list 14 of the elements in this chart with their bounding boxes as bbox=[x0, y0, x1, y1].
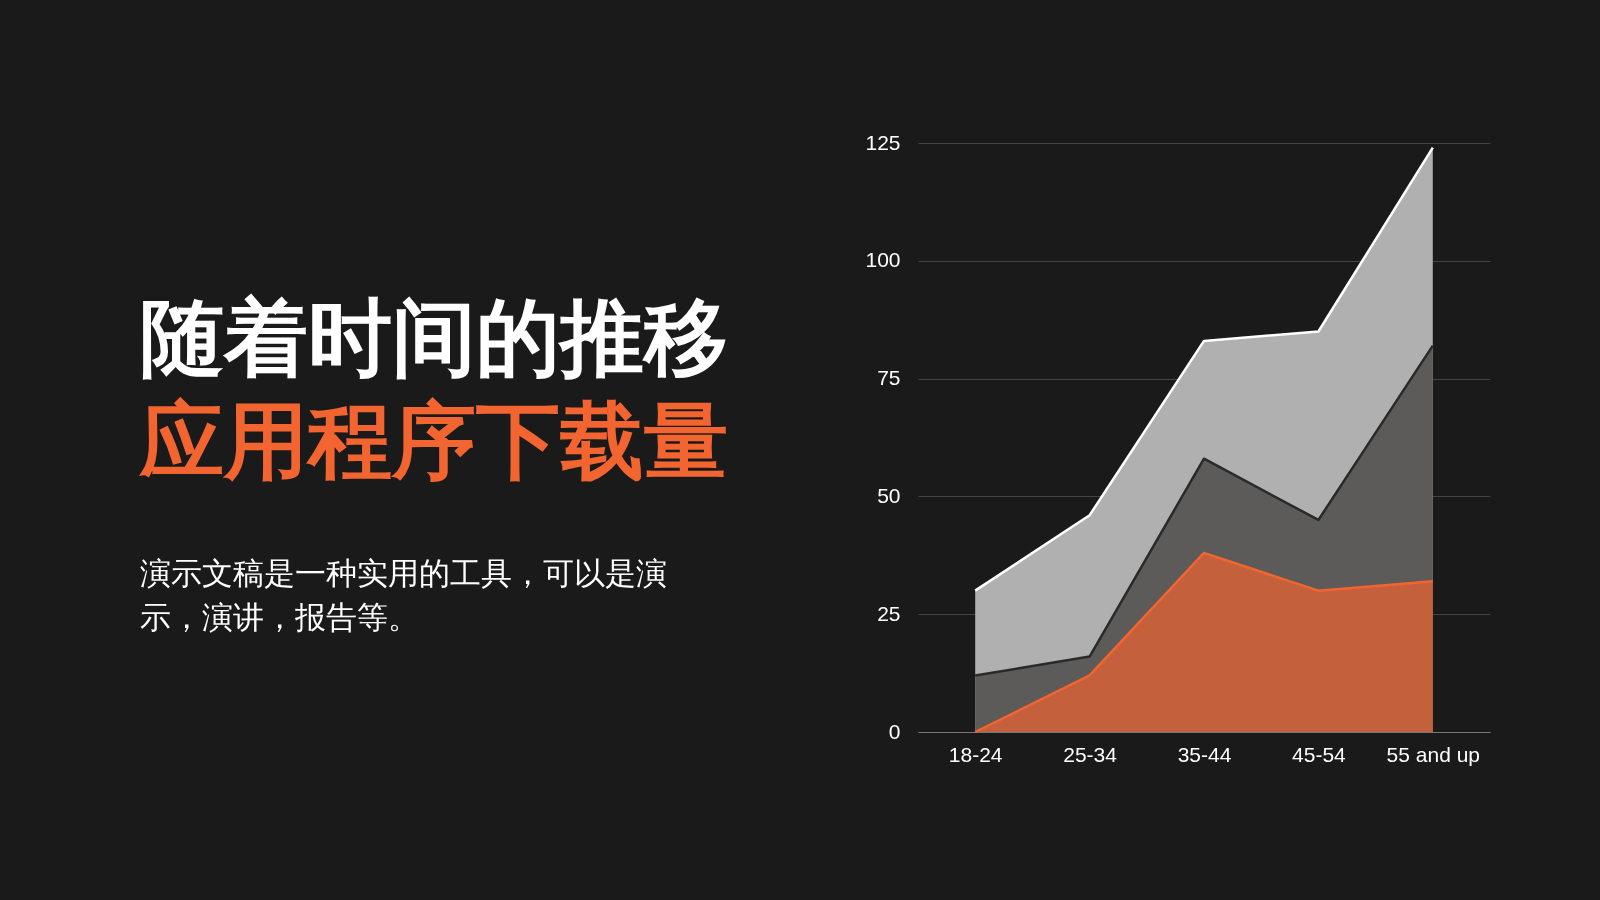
x-tick-label: 35-44 bbox=[1177, 742, 1232, 766]
text: 演示文稿是一种实用的工具，可以是演示，演讲，报告等。 bbox=[140, 556, 667, 635]
y-tick-label: 25 bbox=[877, 601, 901, 625]
x-tick-label: 18-24 bbox=[948, 742, 1003, 766]
x-tick-label: 45-54 bbox=[1292, 742, 1347, 766]
x-tick-label: 55 and up bbox=[1386, 742, 1481, 766]
y-tick-label: 125 bbox=[865, 130, 901, 154]
text: 应用程序下载量 bbox=[138, 394, 728, 488]
y-tick-label: 0 bbox=[888, 719, 901, 743]
y-tick-label: 50 bbox=[877, 483, 901, 507]
y-tick-label: 75 bbox=[877, 366, 901, 390]
text: 随着时间的推移 bbox=[140, 291, 728, 385]
x-tick-label: 25-34 bbox=[1063, 742, 1118, 766]
y-tick-label: 100 bbox=[865, 248, 901, 272]
